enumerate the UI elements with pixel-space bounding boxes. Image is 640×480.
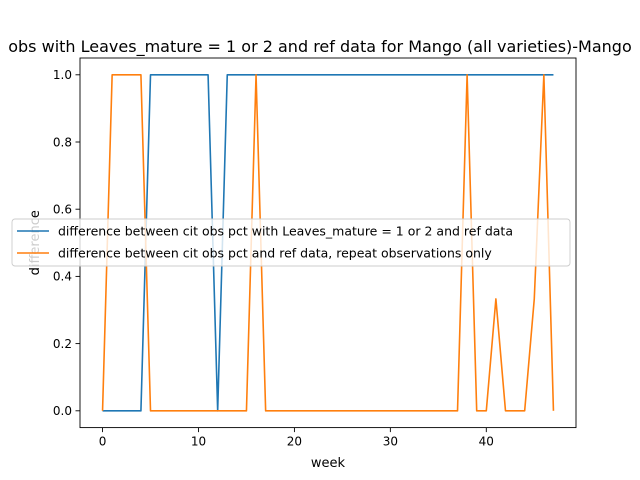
x-tick-label: 10 [191,435,206,449]
series-line-2 [101,74,555,412]
legend: difference between cit obs pct with Leav… [11,218,571,267]
y-tick-label: 0.8 [53,135,72,149]
series-line-1 [102,74,554,412]
y-axis-ticks: 0.0 0.2 0.4 0.6 0.8 1.0 [53,68,80,418]
y-tick-label: 0.0 [53,404,72,418]
series-layer [101,74,555,412]
legend-label-series-2: difference between cit obs pct and ref d… [58,246,492,261]
x-tick-label: 30 [383,435,398,449]
y-tick-label: 0.4 [53,270,72,284]
x-axis-ticks: 0 10 20 30 40 [99,427,494,449]
legend-box [11,218,571,267]
y-tick-label: 1.0 [53,68,72,82]
x-tick-label: 20 [287,435,302,449]
chart-title: obs with Leaves_mature = 1 or 2 and ref … [8,37,632,57]
x-tick-label: 40 [479,435,494,449]
x-axis-label: week [311,456,346,471]
y-tick-label: 0.6 [53,203,72,217]
y-tick-label: 0.2 [53,337,72,351]
x-tick-label: 0 [99,435,107,449]
legend-label-series-1: difference between cit obs pct with Leav… [58,224,513,239]
